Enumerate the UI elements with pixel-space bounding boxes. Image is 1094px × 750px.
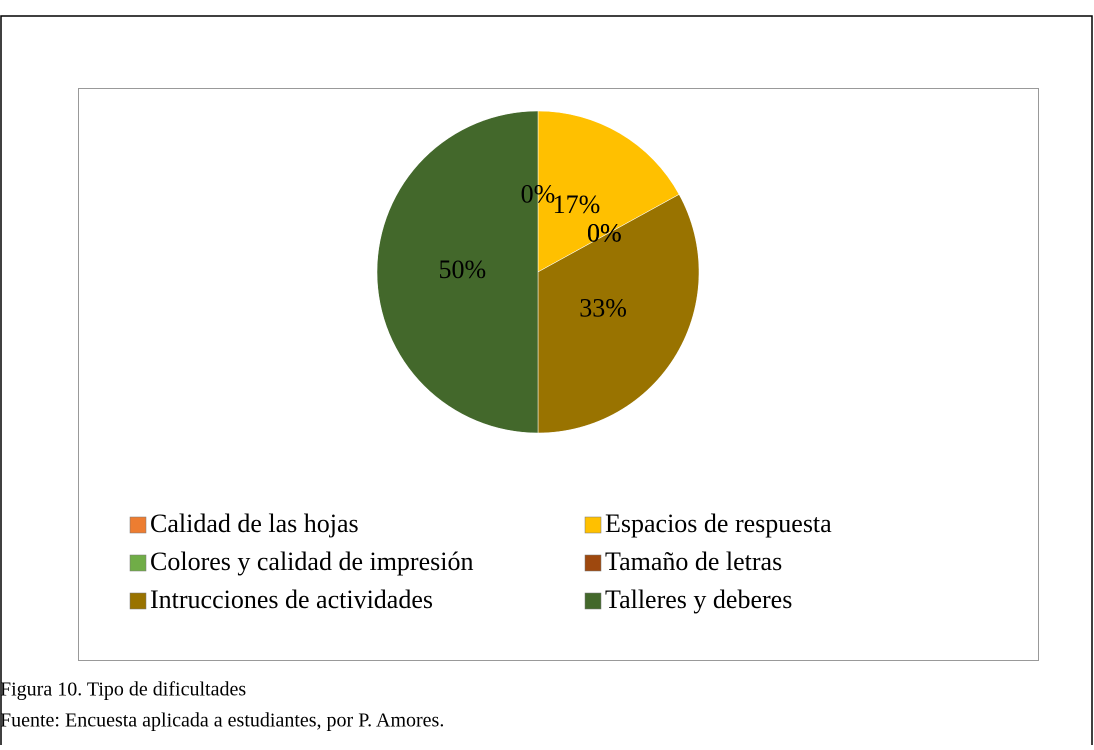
legend-swatch (129, 592, 147, 610)
pie-slice (376, 110, 539, 434)
legend-swatch (129, 516, 147, 534)
legend-swatch (129, 554, 147, 572)
legend-label: Talleres y deberes (605, 585, 792, 614)
legend-label: Intrucciones de actividades (150, 585, 433, 614)
figure-source: Fuente: Encuesta aplicada a estudiantes,… (0, 710, 444, 732)
legend-label: Colores y calidad de impresión (150, 547, 473, 576)
figure-caption: Figura 10. Tipo de dificultades (0, 679, 246, 701)
legend-swatch (584, 516, 602, 534)
pie-slice (537, 110, 680, 273)
data-label: 17% (553, 190, 601, 219)
legend-swatch (584, 554, 602, 572)
legend-swatch (584, 592, 602, 610)
data-label: 0% (587, 219, 622, 248)
data-label: 33% (579, 293, 627, 322)
figure-frame (0, 15, 1093, 750)
pie-slice (537, 194, 700, 434)
data-label: 0% (521, 179, 556, 208)
legend-label: Tamaño de letras (605, 547, 782, 576)
data-label: 0% (587, 219, 622, 248)
data-label: 50% (438, 255, 486, 284)
legend-label: Calidad de las hojas (150, 509, 359, 538)
legend-label: Espacios de respuesta (605, 509, 832, 538)
